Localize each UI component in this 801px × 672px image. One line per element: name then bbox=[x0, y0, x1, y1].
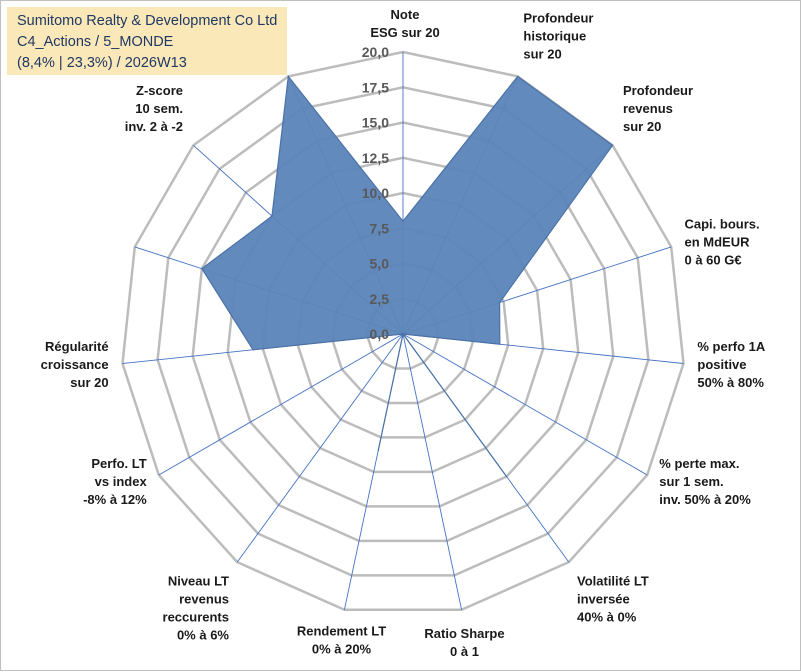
axis-label-9: Niveau LT revenus reccurents 0% à 6% bbox=[163, 574, 230, 643]
axis-label-8: Rendement LT 0% à 20% bbox=[297, 624, 386, 657]
axis-label-line: Profondeur bbox=[523, 11, 593, 26]
axis-label-5: % perte max. sur 1 sem. inv. 50% à 20% bbox=[659, 456, 751, 507]
axis-label-line: revenus bbox=[179, 592, 229, 607]
tick-label: 15,0 bbox=[362, 115, 389, 131]
chart-period: (8,4% | 23,3%) / 2026W13 bbox=[17, 55, 187, 71]
spoke-7 bbox=[402, 333, 463, 610]
tick-label: 5,0 bbox=[370, 256, 390, 272]
grid-ring-7 bbox=[156, 86, 650, 577]
axis-label-line: Régularité bbox=[45, 339, 109, 354]
axis-label-line: Note bbox=[391, 7, 420, 22]
axis-label-line: 0 à 1 bbox=[450, 644, 479, 659]
axis-label-13: Z-score 10 sem. inv. 2 à -2 bbox=[125, 83, 183, 134]
series-area bbox=[201, 74, 614, 477]
axis-label-7: Ratio Sharpe 0 à 1 bbox=[424, 626, 504, 659]
axis-label-line: Ratio Sharpe bbox=[424, 626, 504, 641]
chart-subtitle: C4_Actions / 5_MONDE bbox=[17, 34, 174, 50]
axis-label-line: sur 20 bbox=[623, 119, 661, 134]
axis-label-line: Niveau LT bbox=[168, 574, 229, 589]
tick-label: 0,0 bbox=[370, 326, 390, 342]
tick-label: 17,5 bbox=[362, 79, 389, 95]
radar-series bbox=[201, 74, 614, 477]
axis-label-11: Régularité croissance sur 20 bbox=[41, 339, 109, 390]
axis-label-line: % perfo 1A bbox=[697, 339, 766, 354]
tick-label: 20,0 bbox=[362, 44, 389, 60]
axis-label-2: Profondeur revenus sur 20 bbox=[623, 83, 693, 134]
tick-label: 10,0 bbox=[362, 185, 389, 201]
grid-ring-6 bbox=[191, 121, 615, 543]
radar-tick-labels: 0,0 2,5 5,0 7,5 10,0 12,5 15,0 17,5 20,0 bbox=[362, 44, 389, 342]
chart-title: Sumitomo Realty & Development Co Ltd bbox=[17, 13, 278, 29]
axis-label-line: reccurents bbox=[163, 610, 229, 625]
axis-label-line: 10 sem. bbox=[135, 101, 183, 116]
axis-label-line: Capi. bours. bbox=[685, 217, 760, 232]
axis-label-line: en MdEUR bbox=[685, 235, 751, 250]
axis-label-line: inv. 2 à -2 bbox=[125, 119, 183, 134]
axis-label-line: positive bbox=[697, 357, 746, 372]
axis-label-line: % perte max. bbox=[659, 456, 739, 471]
axis-label-6: Volatilité LT inversée 40% à 0% bbox=[577, 574, 649, 625]
axis-label-line: vs index bbox=[95, 474, 148, 489]
axis-label-line: croissance bbox=[41, 357, 109, 372]
axis-label-line: 0% à 6% bbox=[177, 628, 229, 643]
axis-label-line: ESG sur 20 bbox=[370, 25, 439, 40]
axis-label-line: Perfo. LT bbox=[91, 456, 146, 471]
spoke-5 bbox=[402, 333, 648, 476]
axis-label-line: historique bbox=[523, 29, 586, 44]
axis-label-line: Rendement LT bbox=[297, 624, 386, 639]
axis-label-line: Z-score bbox=[136, 83, 183, 98]
axis-label-line: Volatilité LT bbox=[577, 574, 649, 589]
axis-label-line: 50% à 80% bbox=[697, 375, 764, 390]
axis-label-4: % perfo 1A positive 50% à 80% bbox=[697, 339, 766, 390]
spoke-10 bbox=[158, 333, 404, 476]
axis-label-line: 0 à 60 G€ bbox=[685, 253, 742, 268]
spoke-9 bbox=[236, 333, 404, 563]
axis-label-line: sur 1 sem. bbox=[659, 474, 723, 489]
grid-ring-8 bbox=[121, 50, 685, 612]
axis-label-1: Profondeur historique sur 20 bbox=[523, 11, 593, 62]
axis-label-10: Perfo. LT vs index -8% à 12% bbox=[83, 456, 147, 507]
tick-label: 2,5 bbox=[370, 291, 390, 307]
chart-title-box: Sumitomo Realty & Development Co Ltd C4_… bbox=[7, 7, 287, 75]
axis-label-line: Profondeur bbox=[623, 83, 693, 98]
axis-label-line: -8% à 12% bbox=[83, 492, 147, 507]
axis-label-line: inv. 50% à 20% bbox=[659, 492, 751, 507]
axis-label-3: Capi. bours. en MdEUR 0 à 60 G€ bbox=[685, 217, 760, 268]
tick-label: 7,5 bbox=[370, 220, 390, 236]
axis-label-line: 0% à 20% bbox=[312, 642, 372, 657]
axis-label-line: revenus bbox=[623, 101, 673, 116]
axis-label-line: sur 20 bbox=[70, 375, 108, 390]
axis-label-line: inversée bbox=[577, 592, 630, 607]
tick-label: 12,5 bbox=[362, 150, 389, 166]
axis-label-0: Note ESG sur 20 bbox=[370, 7, 439, 40]
axis-label-line: sur 20 bbox=[523, 47, 561, 62]
axis-label-line: 40% à 0% bbox=[577, 610, 637, 625]
